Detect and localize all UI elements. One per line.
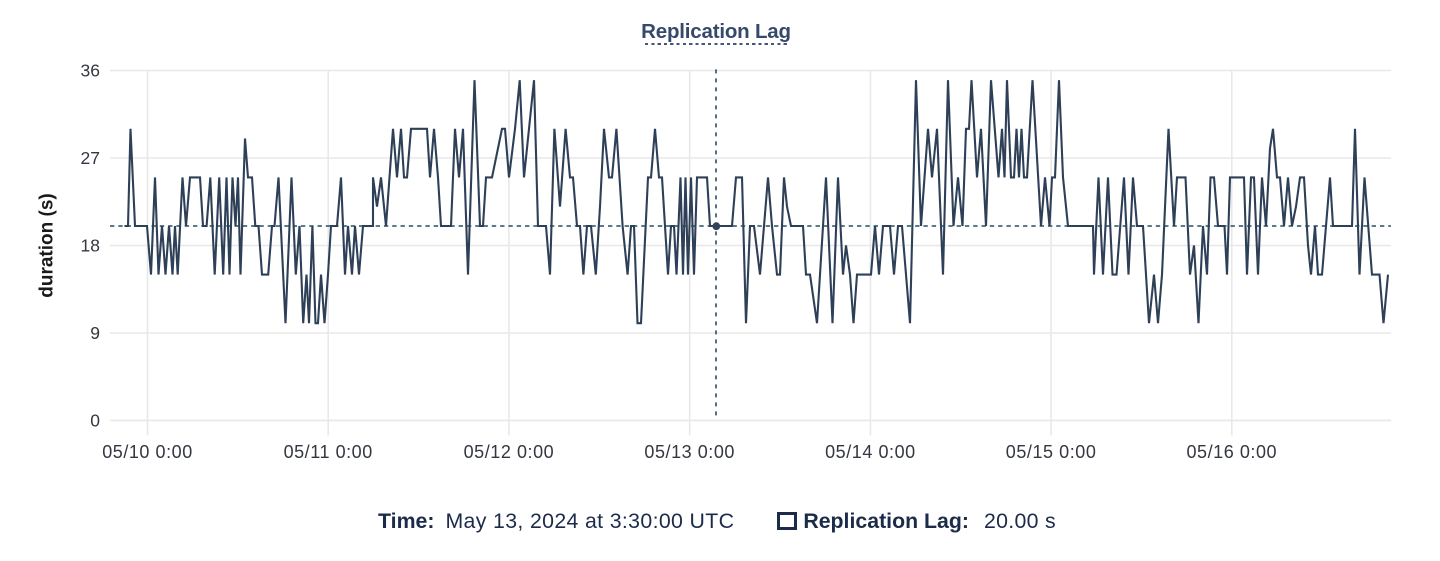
svg-text:05/14 0:00: 05/14 0:00 — [825, 442, 916, 462]
svg-text:05/15 0:00: 05/15 0:00 — [1006, 442, 1097, 462]
svg-text:05/12 0:00: 05/12 0:00 — [464, 442, 555, 462]
svg-text:36: 36 — [81, 61, 100, 81]
svg-text:18: 18 — [81, 236, 100, 256]
svg-text:0: 0 — [90, 410, 100, 430]
svg-text:05/10 0:00: 05/10 0:00 — [102, 442, 193, 462]
svg-text:9: 9 — [90, 323, 100, 343]
svg-text:27: 27 — [81, 148, 100, 168]
svg-text:05/16 0:00: 05/16 0:00 — [1187, 442, 1278, 462]
svg-text:duration (s): duration (s) — [37, 193, 58, 298]
svg-text:05/11 0:00: 05/11 0:00 — [284, 442, 373, 462]
svg-text:05/13 0:00: 05/13 0:00 — [644, 442, 735, 462]
